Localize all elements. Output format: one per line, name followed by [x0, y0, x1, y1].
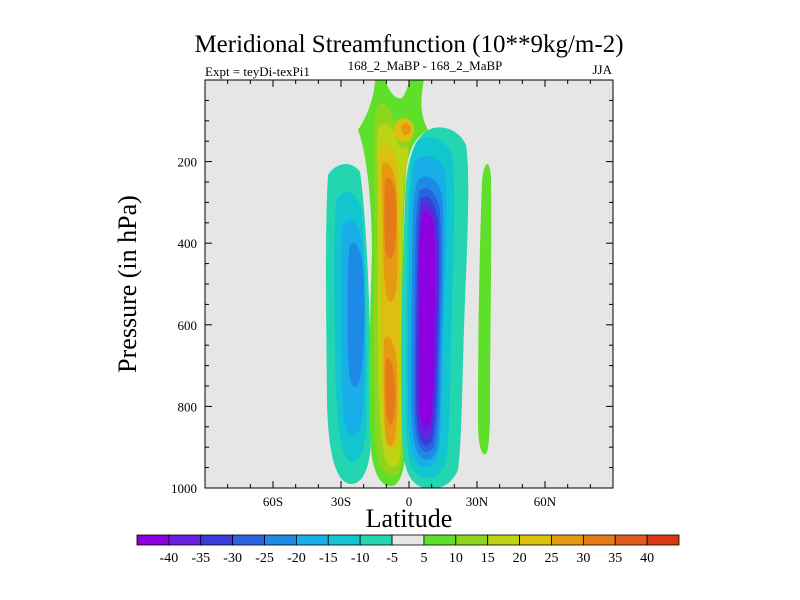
y-axis-label: Pressure (in hPa)	[113, 195, 142, 373]
y-tick-labels: 200 400 600 800 1000	[171, 155, 197, 496]
colorbar-label: 30	[576, 551, 590, 566]
colorbar-label: 10	[449, 551, 463, 566]
x-tick-label: 30N	[466, 494, 489, 509]
colorbar-label: 40	[640, 551, 654, 566]
colorbar-swatch	[200, 534, 234, 546]
axis-ticks	[204, 79, 614, 489]
eq-positive-lower-core	[385, 358, 396, 426]
colorbar-label: 15	[481, 551, 495, 566]
colorbar-label: -5	[386, 551, 398, 566]
colorbar-label: 25	[544, 551, 558, 566]
y-tick-label: 1000	[171, 481, 197, 496]
chart-subtitle-left: Expt = teyDi-texPi1	[205, 64, 310, 79]
colorbar-label: 5	[420, 551, 427, 566]
colorbar-swatch	[423, 534, 457, 546]
colorbar-swatch	[487, 534, 520, 546]
colorbar-swatch	[455, 534, 489, 546]
colorbar-swatch	[646, 534, 680, 546]
eq-upper-blob-core	[401, 123, 411, 135]
chart-subtitle-center: 168_2_MaBP - 168_2_MaBP	[348, 58, 503, 73]
x-tick-label: 60S	[263, 494, 283, 509]
colorbar-swatch	[168, 534, 202, 546]
colorbar-label: -30	[223, 551, 242, 566]
eq-positive-upper-core	[384, 178, 397, 259]
colorbar-swatch	[327, 534, 361, 546]
colorbar-swatch	[359, 534, 393, 546]
colorbar-label: 20	[513, 551, 527, 566]
x-tick-label: 60N	[534, 494, 557, 509]
colorbar-label: -20	[287, 551, 306, 566]
colorbar-labels: -40 -35 -30 -25 -20 -15 -10 -5 5 10 15 20 25 30 35 40	[160, 551, 655, 566]
colorbar-swatch	[614, 534, 648, 546]
colorbar-swatch	[264, 534, 297, 546]
chart-title: Meridional Streamfunction (10**9kg/m-2)	[194, 31, 623, 58]
colorbar	[136, 534, 680, 546]
colorbar-swatch	[232, 534, 265, 546]
colorbar-swatch	[136, 534, 170, 546]
sh-negative-core	[347, 243, 365, 387]
x-axis-label: Latitude	[366, 504, 453, 533]
nh-positive-band	[478, 164, 492, 455]
colorbar-label: -25	[255, 551, 274, 566]
colorbar-swatch	[551, 534, 584, 546]
colorbar-swatch	[519, 534, 552, 546]
y-tick-label: 400	[178, 236, 198, 251]
colorbar-label: -40	[160, 551, 179, 566]
y-tick-label: 800	[178, 399, 198, 414]
colorbar-swatch	[296, 534, 329, 546]
y-tick-label: 600	[178, 318, 198, 333]
x-tick-label: 0	[406, 494, 413, 509]
nh-negative-core	[419, 211, 436, 427]
colorbar-label: -15	[319, 551, 338, 566]
colorbar-label: -10	[351, 551, 370, 566]
colorbar-swatch	[582, 534, 616, 546]
contour-field	[326, 80, 492, 488]
x-tick-labels: 60S 30S 0 30N 60N	[263, 494, 557, 509]
chart-subtitle-right: JJA	[592, 62, 612, 77]
colorbar-swatch	[391, 534, 425, 546]
colorbar-label: 35	[608, 551, 622, 566]
x-tick-label: 30S	[331, 494, 351, 509]
y-tick-label: 200	[178, 155, 198, 170]
colorbar-label: -35	[191, 551, 210, 566]
